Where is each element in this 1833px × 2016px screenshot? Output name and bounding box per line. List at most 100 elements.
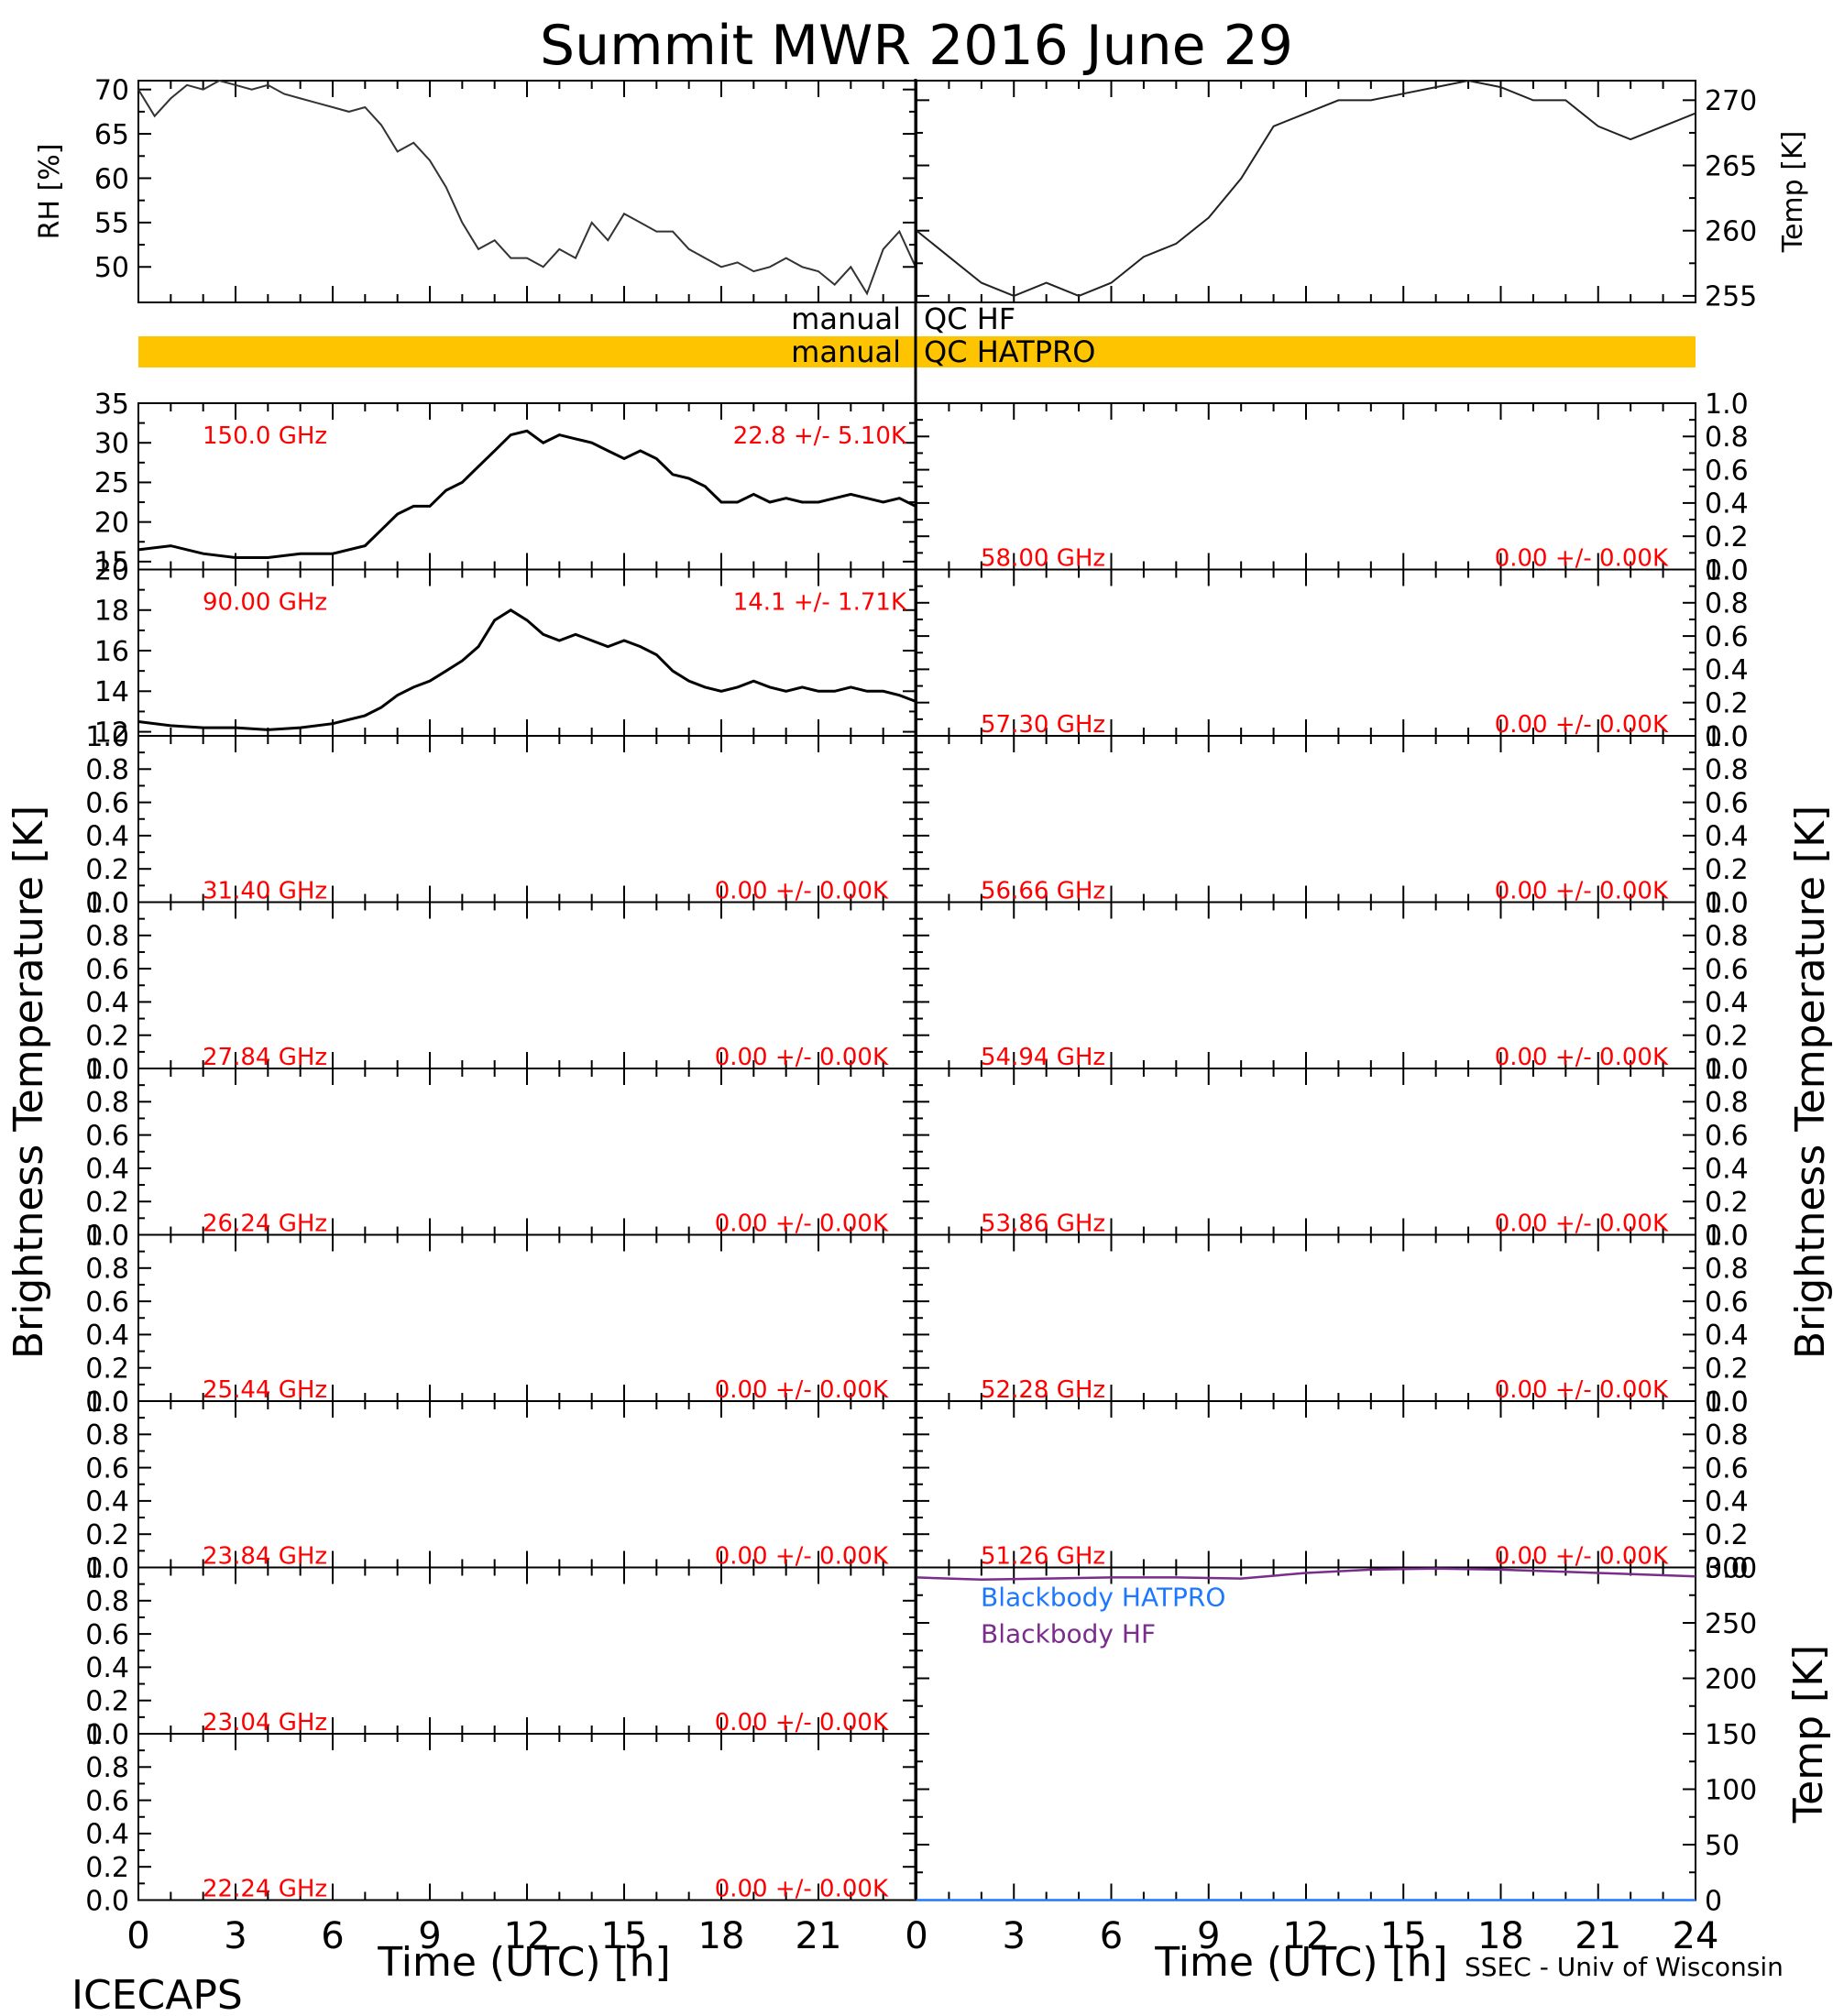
right-channel-panel-4-ytick-label-2: 0.6 xyxy=(1705,1120,1749,1152)
right-channel-panel-0-ytick-label-1: 0.8 xyxy=(1705,422,1749,454)
right-channel-panel-3-ytick-label-3: 0.4 xyxy=(1705,987,1749,1019)
ylabel-right-bt: Brightness Temperature [K] xyxy=(1787,805,1833,1359)
left-channel-panel-3-stat-label: 0.00 +/- 0.00K xyxy=(715,1044,889,1071)
left-channel-panel-5-ytick-label-5: 0.0 xyxy=(85,1386,129,1419)
ylabel-left-bt: Brightness Temperature [K] xyxy=(5,805,52,1359)
left-channel-panel-0-ytick-label-1: 30 xyxy=(94,428,129,460)
right-channel-panel-1-ytick-label-5: 0.0 xyxy=(1705,721,1749,753)
right-channel-panel-1-stat-label: 0.00 +/- 0.00K xyxy=(1495,711,1669,739)
temp-panel-ytick-label-2: 260 xyxy=(1705,216,1757,248)
blackbody-panel-ytick-label-4: 100 xyxy=(1705,1774,1757,1806)
left-channel-panel-7-ytick-label-1: 0.8 xyxy=(85,1586,129,1618)
right-channel-panel-5-ytick-label-3: 0.4 xyxy=(1705,1320,1749,1352)
left-channel-panel-6-ytick-label-0: 1.0 xyxy=(85,1386,129,1419)
left-channel-panel-7-stat-label: 0.00 +/- 0.00K xyxy=(715,1709,889,1737)
blackbody-series-line-1 xyxy=(916,1567,1696,1582)
left-channel-panel-6-ytick-label-5: 0.0 xyxy=(85,1552,129,1584)
right-channel-panel-5-freq-label: 52.28 GHz xyxy=(981,1376,1105,1404)
footer-ssec: SSEC - Univ of Wisconsin xyxy=(1465,1952,1784,1982)
left-xtick-label-7: 21 xyxy=(796,1915,842,1957)
left-channel-panel-6-ytick-label-4: 0.2 xyxy=(85,1519,129,1551)
left-channel-panel-1-freq-label: 90.00 GHz xyxy=(203,589,327,617)
left-channel-panel-7-ytick-label-4: 0.2 xyxy=(85,1686,129,1718)
left-channel-panel-7-ytick-label-3: 0.4 xyxy=(85,1652,129,1684)
left-channel-panel-3-freq-label: 27.84 GHz xyxy=(203,1044,327,1071)
left-xtick-label-1: 3 xyxy=(224,1915,247,1957)
right-channel-panel-4-ytick-label-4: 0.2 xyxy=(1705,1187,1749,1219)
right-channel-panel-4-ytick-label-5: 0.0 xyxy=(1705,1220,1749,1252)
right-channel-panel-2-ytick-label-4: 0.2 xyxy=(1705,854,1749,886)
right-channel-panel-2-ytick-label-1: 0.8 xyxy=(1705,754,1749,786)
left-channel-panel-2-ytick-label-2: 0.6 xyxy=(85,787,129,819)
blackbody-panel-ytick-label-3: 150 xyxy=(1705,1719,1757,1751)
blackbody-panel: 300 250 200 150 100 50 0 Blackbody HATPRO Blackb… xyxy=(916,1552,1832,1917)
left-channel-panel-6-ytick-label-2: 0.6 xyxy=(85,1452,129,1485)
left-channel-panel-3-ytick-label-4: 0.2 xyxy=(85,1021,129,1053)
left-channel-panel-0-stat-label: 22.8 +/- 5.10K xyxy=(733,422,907,450)
right-channel-panel-3-ytick-label-0: 1.0 xyxy=(1705,887,1749,919)
left-channel-panel-0-ytick-label-3: 20 xyxy=(94,507,129,539)
left-xtick-label-0: 0 xyxy=(126,1915,149,1957)
left-channel-panel-8-ytick-label-2: 0.6 xyxy=(85,1785,129,1817)
right-channel-panel-6-ytick-label-2: 0.6 xyxy=(1705,1452,1749,1485)
left-channel-panel-1-ytick-label-3: 14 xyxy=(94,676,129,708)
chart-title: Summit MWR 2016 June 29 xyxy=(540,14,1293,78)
left-channel-panel-8-freq-label: 22.24 GHz xyxy=(203,1876,327,1903)
right-channel-panel-5-ytick-label-1: 0.8 xyxy=(1705,1254,1749,1286)
left-channel-panel-4-stat-label: 0.00 +/- 0.00K xyxy=(715,1211,889,1238)
right-xtick-label-7: 21 xyxy=(1575,1915,1621,1957)
left-channel-panel-6-freq-label: 23.84 GHz xyxy=(203,1543,327,1571)
right-channel-panel-3-freq-label: 54.94 GHz xyxy=(981,1044,1105,1071)
left-xtick-label-4: 12 xyxy=(504,1915,551,1957)
left-channel-panel-5-ytick-label-4: 0.2 xyxy=(85,1353,129,1386)
right-channel-panel-5-ytick-label-0: 1.0 xyxy=(1705,1220,1749,1252)
right-channel-panel-3-ytick-label-4: 0.2 xyxy=(1705,1021,1749,1053)
left-channel-panel-4-ytick-label-3: 0.4 xyxy=(85,1154,129,1186)
left-channel-panel-2-stat-label: 0.00 +/- 0.00K xyxy=(715,878,889,905)
left-channel-panel-8-ytick-label-1: 0.8 xyxy=(85,1752,129,1784)
left-xtick-label-5: 15 xyxy=(601,1915,648,1957)
right-channel-panel-5-ytick-label-4: 0.2 xyxy=(1705,1353,1749,1386)
left-channel-panel-5-ytick-label-1: 0.8 xyxy=(85,1254,129,1286)
right-channel-panel-3-ytick-label-2: 0.6 xyxy=(1705,954,1749,986)
left-channel-panel-7-freq-label: 23.04 GHz xyxy=(203,1709,327,1737)
right-channel-panel-3-ytick-label-5: 0.0 xyxy=(1705,1054,1749,1086)
left-channel-panel-5-stat-label: 0.00 +/- 0.00K xyxy=(715,1376,889,1404)
right-channel-panel-0-ytick-label-0: 1.0 xyxy=(1705,389,1749,421)
left-channel-panel-8-ytick-label-3: 0.4 xyxy=(85,1819,129,1851)
left-channel-panel-3-ytick-label-3: 0.4 xyxy=(85,987,129,1019)
right-channel-panel-1-ytick-label-1: 0.8 xyxy=(1705,588,1749,620)
left-channel-panel-5-ytick-label-0: 1.0 xyxy=(85,1220,129,1252)
right-channel-panel-4-ytick-label-0: 1.0 xyxy=(1705,1054,1749,1086)
right-channel-panel-4-ytick-label-1: 0.8 xyxy=(1705,1087,1749,1119)
left-channel-panel-4-ytick-label-0: 1.0 xyxy=(85,1054,129,1086)
blackbody-ylabel: Temp [K] xyxy=(1785,1645,1832,1824)
met-panels: 70 65 60 55 50 RH [%] 270 265 260 255 Temp [K] xyxy=(34,74,1809,312)
blackbody-panel-ytick-label-2: 200 xyxy=(1705,1663,1757,1695)
temp-panel-ytick-label-0: 270 xyxy=(1705,85,1757,117)
left-channel-panel-1-ytick-label-2: 16 xyxy=(94,636,129,668)
blackbody-panel-frame xyxy=(916,1566,1696,1901)
time-axes: 0 3 6 9 12 15 18 21 0 3 6 9 12 15 18 21 24 xyxy=(126,1915,1718,1957)
right-xtick-label-6: 18 xyxy=(1477,1915,1524,1957)
left-channel-panel-3-ytick-label-2: 0.6 xyxy=(85,954,129,986)
rh-panel-ytick-label-4: 50 xyxy=(94,252,129,284)
temp-panel-ytick-label-3: 255 xyxy=(1705,281,1757,313)
qc-label-1: manual xyxy=(791,334,901,369)
left-xtick-label-6: 18 xyxy=(698,1915,745,1957)
right-channel-panel-2-ytick-label-0: 1.0 xyxy=(1705,721,1749,753)
right-xtick-label-3: 9 xyxy=(1197,1915,1220,1957)
right-channel-panel-0-ytick-label-2: 0.6 xyxy=(1705,455,1749,487)
right-channel-panel-5-stat-label: 0.00 +/- 0.00K xyxy=(1495,1376,1669,1404)
right-xtick-label-8: 24 xyxy=(1673,1915,1719,1957)
left-channel-panel-1-ytick-label-0: 20 xyxy=(94,554,129,586)
left-channel-panel-0-ytick-label-2: 25 xyxy=(94,467,129,499)
blackbody-panel-ytick-label-0: 300 xyxy=(1705,1552,1757,1584)
left-channel-panel-8-ytick-label-4: 0.2 xyxy=(85,1852,129,1884)
right-channel-panel-0-ytick-label-3: 0.4 xyxy=(1705,488,1749,520)
left-channel-panel-8-ytick-label-5: 0.0 xyxy=(85,1885,129,1917)
right-channel-panel-1-ytick-label-4: 0.2 xyxy=(1705,688,1749,720)
right-channel-panel-3-stat-label: 0.00 +/- 0.00K xyxy=(1495,1044,1669,1071)
